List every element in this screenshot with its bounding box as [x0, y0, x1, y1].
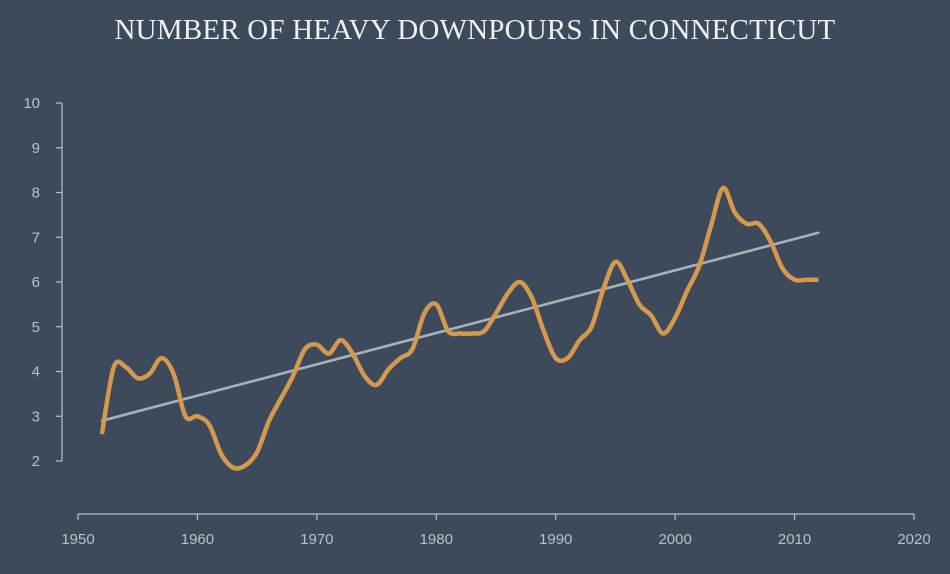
downpours-series-line — [99, 185, 819, 471]
x-tick-label: 1950 — [61, 531, 94, 548]
y-tick-label: 2 — [32, 453, 40, 470]
y-tick-label: 10 — [23, 95, 40, 112]
x-tick-label: 2010 — [778, 531, 811, 548]
x-tick-label: 1980 — [420, 531, 453, 548]
y-tick-label: 4 — [32, 364, 40, 381]
y-tick-label: 7 — [32, 229, 40, 246]
y-tick-label: 3 — [32, 408, 40, 425]
chart-title: NUMBER OF HEAVY DOWNPOURS IN CONNECTICUT — [114, 14, 836, 46]
y-tick-label: 8 — [32, 185, 40, 202]
y-tick-label: 6 — [32, 274, 40, 291]
x-tick-label: 2000 — [658, 531, 691, 548]
trend-line — [100, 231, 820, 423]
x-tick-label: 1970 — [300, 531, 333, 548]
x-tick-label: 2020 — [897, 531, 930, 548]
y-tick-label: 9 — [32, 140, 40, 157]
x-tick-label: 1990 — [539, 531, 572, 548]
x-tick-label: 1960 — [181, 531, 214, 548]
y-tick-label: 5 — [32, 319, 40, 336]
